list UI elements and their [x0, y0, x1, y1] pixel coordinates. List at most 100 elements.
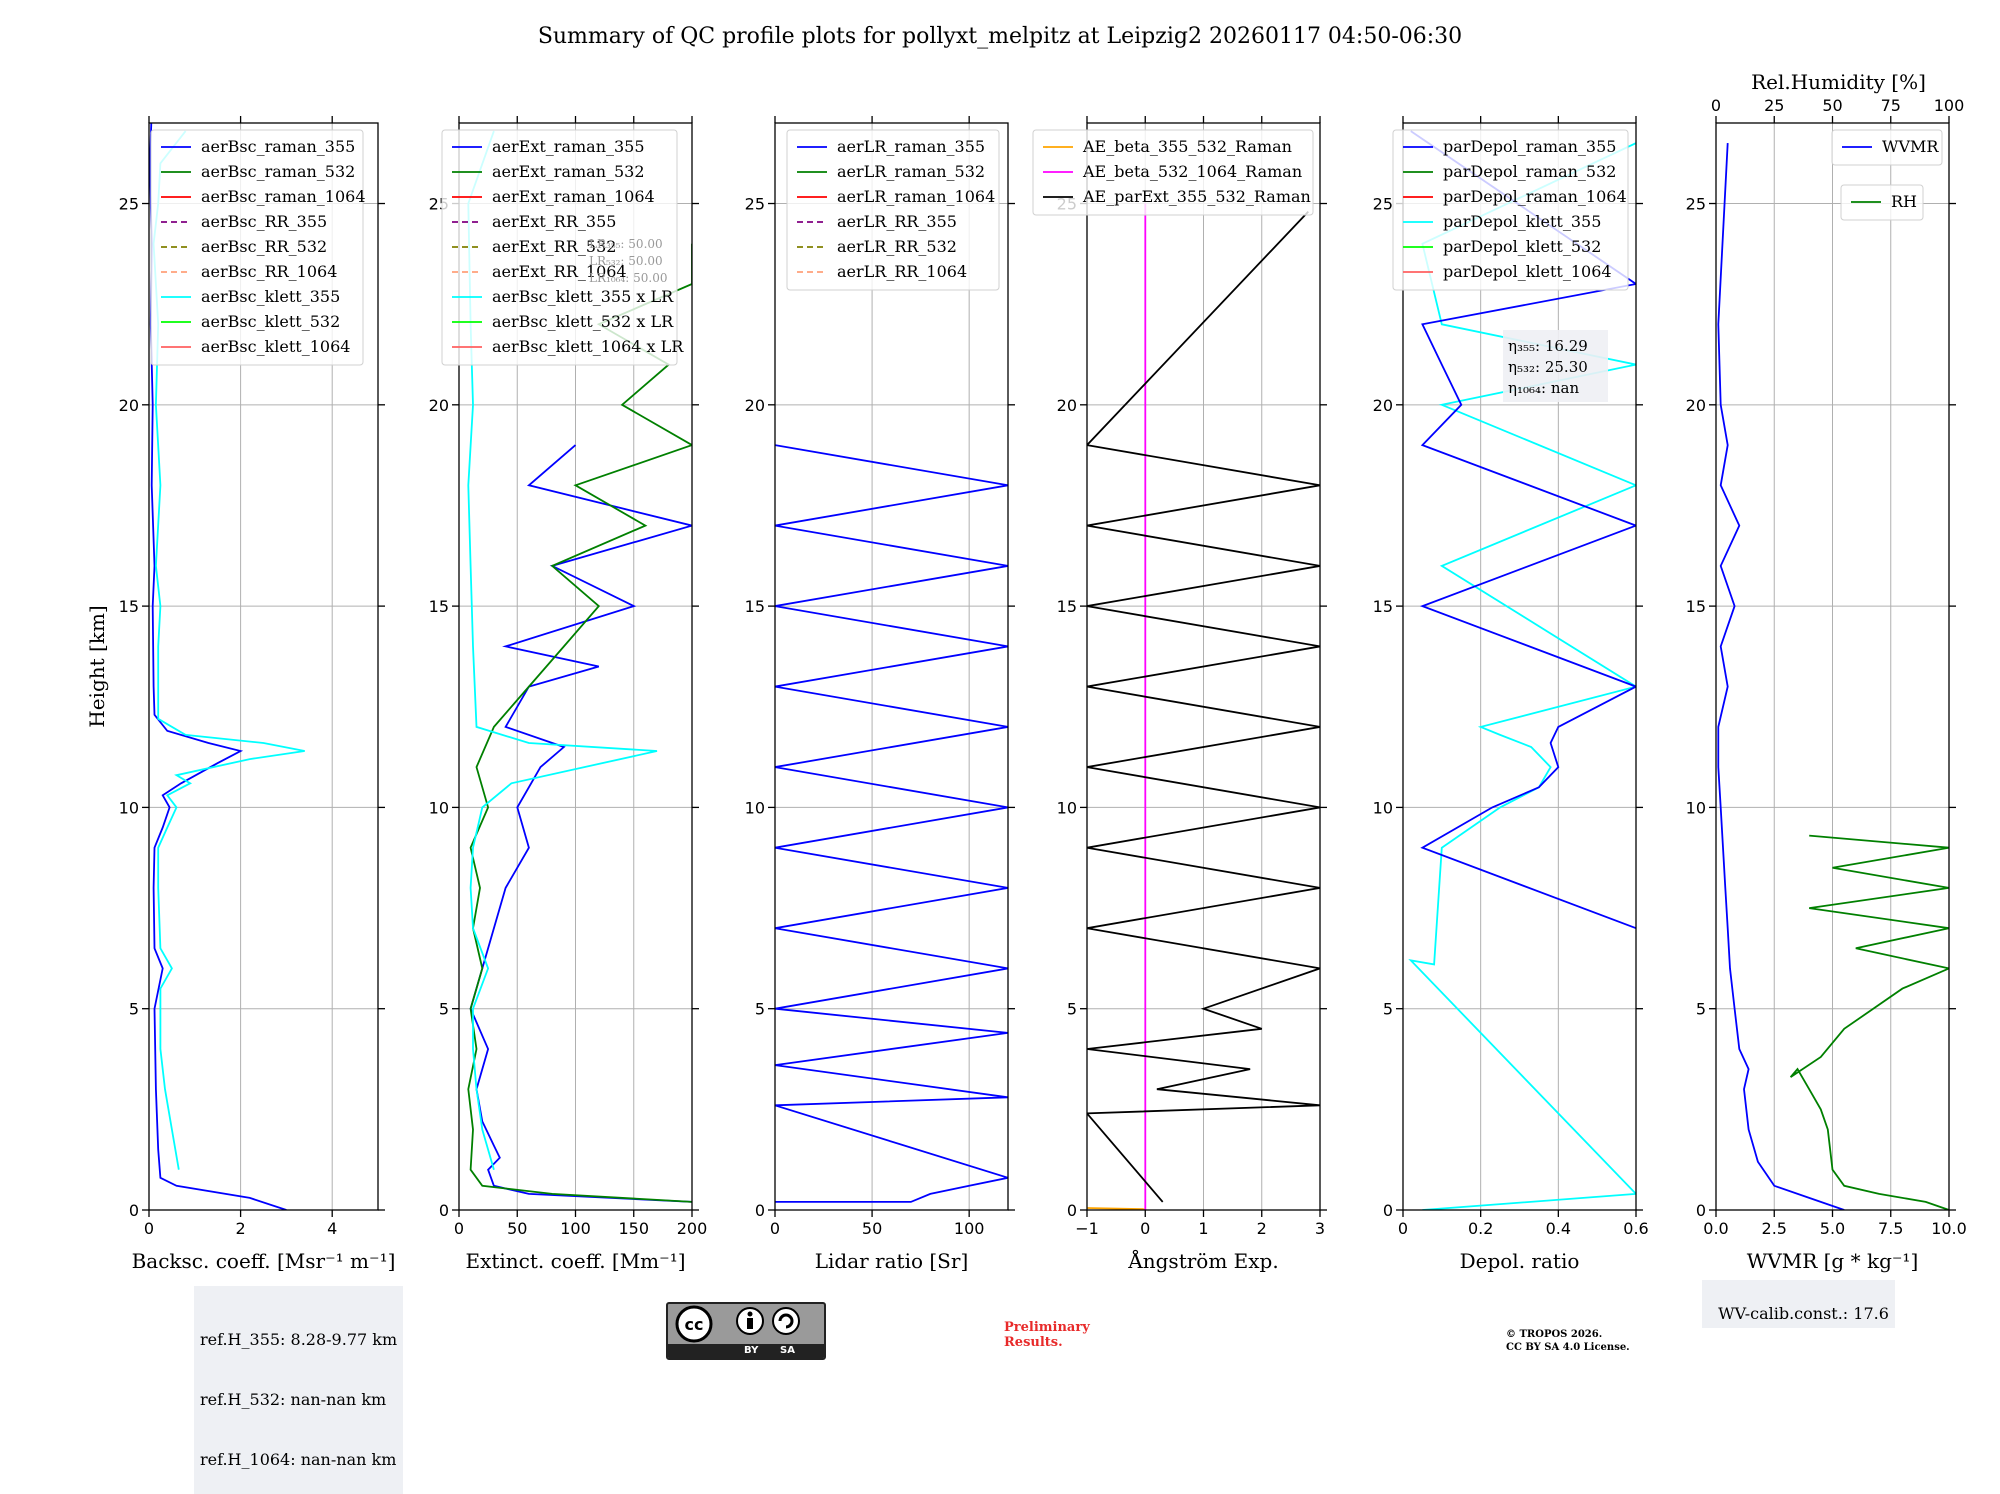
x-tick-label: 0: [1140, 1219, 1150, 1238]
y-tick-label: 10: [1686, 798, 1706, 817]
sa-arrow: [778, 1313, 794, 1329]
legend-label: aerBsc_raman_532: [201, 162, 355, 181]
series-aerLR_raman_355: [775, 444, 1008, 1203]
y-tick-label: 15: [429, 597, 449, 616]
panel-lidar_ratio: 0 50 100 0 5 10 15 20 25 Lidar ratio [Sr] aerLR_ra…: [745, 116, 1015, 1273]
legend-box: [441, 129, 678, 366]
legend-box: [786, 129, 1000, 291]
legend-label: aerLR_RR_355: [837, 212, 957, 231]
legend-label: aerLR_raman_1064: [837, 187, 995, 206]
wv-calibration-box: WV-calib.const.: 17.6: [1702, 1280, 1895, 1328]
x-tick-label: 100: [560, 1219, 591, 1238]
y-tick-label: 25: [745, 195, 765, 214]
y-tick-label: 5: [439, 1000, 449, 1019]
series-aerBsc_raman_355: [149, 123, 287, 1210]
plot-area: [149, 123, 305, 1210]
x-axis-label: Backsc. coeff. [Msr⁻¹ m⁻¹]: [132, 1249, 396, 1273]
lr-annotation: LR₅₃₂: 50.00: [589, 254, 663, 268]
plot-area: [1717, 143, 1949, 1210]
x-tick-label: 2.5: [1762, 1219, 1787, 1238]
preliminary-line-2: Results.: [1004, 1335, 1063, 1350]
panel-water_vapor: 0.0 2.5 5.0 7.5 10.0 0 5 10 15 20 25 WVMR [g * kg⁻¹…: [1686, 70, 1967, 1273]
legend-label: aerBsc_klett_355: [201, 287, 340, 306]
y-tick-label: 25: [1686, 195, 1706, 214]
preliminary-line-1: Preliminary: [1004, 1320, 1090, 1335]
x-tick-label: 10.0: [1931, 1219, 1967, 1238]
panel-angstrom: −101230510152025Ångström Exp.AE_beta_355…: [1032, 116, 1327, 1273]
x-tick-label: 2: [236, 1219, 246, 1238]
y-tick-label: 5: [129, 1000, 139, 1019]
x-tick-label: 0.4: [1546, 1219, 1571, 1238]
x-tick-label: 0: [1398, 1219, 1408, 1238]
x-tick-label: 4: [327, 1219, 337, 1238]
legend-label: aerLR_RR_532: [837, 237, 957, 256]
top-x-tick-label: 25: [1764, 96, 1784, 115]
x-axis-label: Extinct. coeff. [Mm⁻¹]: [465, 1249, 685, 1273]
x-tick-label: 200: [677, 1219, 708, 1238]
series-RH: [1789, 834, 1949, 1210]
x-axis-label: Lidar ratio [Sr]: [815, 1249, 969, 1273]
legend-box: [1032, 129, 1314, 216]
legend-label: AE_beta_355_532_Raman: [1082, 137, 1292, 156]
legend-label: WVMR: [1882, 137, 1939, 156]
y-tick-label: 10: [1373, 798, 1393, 817]
y-tick-label: 15: [1057, 597, 1077, 616]
eta-annotation: η₁₀₆₄: nan: [1508, 379, 1579, 397]
y-tick-label: 20: [429, 396, 449, 415]
series-parDepol_raman_355: [1410, 130, 1636, 930]
y-tick-label: 25: [1373, 195, 1393, 214]
legend-label: AE_beta_532_1064_Raman: [1082, 162, 1302, 181]
y-axis-label: Height [km]: [85, 605, 109, 727]
legend-label: aerExt_RR_532: [492, 237, 616, 256]
by-person-body: [747, 1318, 753, 1329]
x-tick-label: 0: [144, 1219, 154, 1238]
top-x-tick-label: 100: [1934, 96, 1965, 115]
series-parDepol_klett_355: [1408, 142, 1636, 1210]
x-tick-label: 50: [862, 1219, 882, 1238]
legend-label: aerBsc_raman_1064: [201, 187, 366, 206]
figure: Summary of QC profile plots for pollyxt_…: [85, 24, 1967, 1273]
legend-label: aerBsc_klett_532 x LR: [492, 312, 674, 331]
top-x-tick-label: 0: [1711, 96, 1721, 115]
y-tick-label: 20: [745, 396, 765, 415]
legend-label: aerBsc_RR_532: [201, 237, 327, 256]
lr-annotation: LR₁₀₆₄: 50.00: [589, 271, 667, 285]
reference-height-box: ref.H_355: 8.28-9.77 km ref.H_532: nan-n…: [194, 1286, 404, 1494]
x-tick-label: 50: [507, 1219, 527, 1238]
x-tick-label: 0.0: [1703, 1219, 1728, 1238]
legend-label: aerExt_RR_1064: [492, 262, 627, 281]
plot-area: [1087, 203, 1320, 1210]
eta-box: [1503, 330, 1608, 402]
y-tick-label: 0: [1383, 1201, 1393, 1220]
y-tick-label: 10: [119, 798, 139, 817]
cc-label-bar: BY SA: [668, 1344, 824, 1358]
x-tick-label: 2: [1257, 1219, 1267, 1238]
panel-backscatter: 0 2 4 0 5 10 15 20 25 Backsc. coeff. [Msr⁻¹ m⁻¹] H…: [85, 116, 395, 1273]
x-tick-label: 150: [618, 1219, 649, 1238]
y-tick-label: 0: [1696, 1201, 1706, 1220]
legend-box: [1392, 129, 1629, 291]
preliminary-results-note: Preliminary Results.: [1004, 1320, 1090, 1350]
license-note: © TROPOS 2026. CC BY SA 4.0 License.: [1506, 1328, 1630, 1354]
eta-annotation: η₅₃₂: 25.30: [1508, 358, 1588, 376]
ref-height-1064: ref.H_1064: nan-nan km: [200, 1450, 397, 1469]
y-tick-label: 25: [119, 195, 139, 214]
plot-area: [775, 444, 1008, 1203]
y-tick-label: 0: [439, 1201, 449, 1220]
by-person-head: [747, 1311, 753, 1317]
legend-label: parDepol_klett_532: [1443, 237, 1601, 256]
x-tick-label: 0: [454, 1219, 464, 1238]
panel-depolarization: 0 0.2 0.4 0.6 0 5 10 15 20 25 Depol. ratio parDepol…: [1373, 116, 1649, 1273]
legend-label: aerBsc_klett_1064: [201, 337, 350, 356]
y-tick-label: 10: [745, 798, 765, 817]
y-tick-label: 5: [755, 1000, 765, 1019]
x-tick-label: 0.6: [1623, 1219, 1648, 1238]
y-tick-label: 20: [1373, 396, 1393, 415]
cc-logo-icon: [675, 1305, 713, 1343]
series-aerBsc_klett_355 x LR: [467, 130, 658, 1170]
series-aerExt_raman_532: [467, 243, 692, 1203]
y-tick-label: 15: [1686, 597, 1706, 616]
license-line-1: © TROPOS 2026.: [1506, 1329, 1603, 1340]
x-axis-label: WVMR [g * kg⁻¹]: [1747, 1249, 1919, 1273]
legend-label: aerLR_RR_1064: [837, 262, 967, 281]
